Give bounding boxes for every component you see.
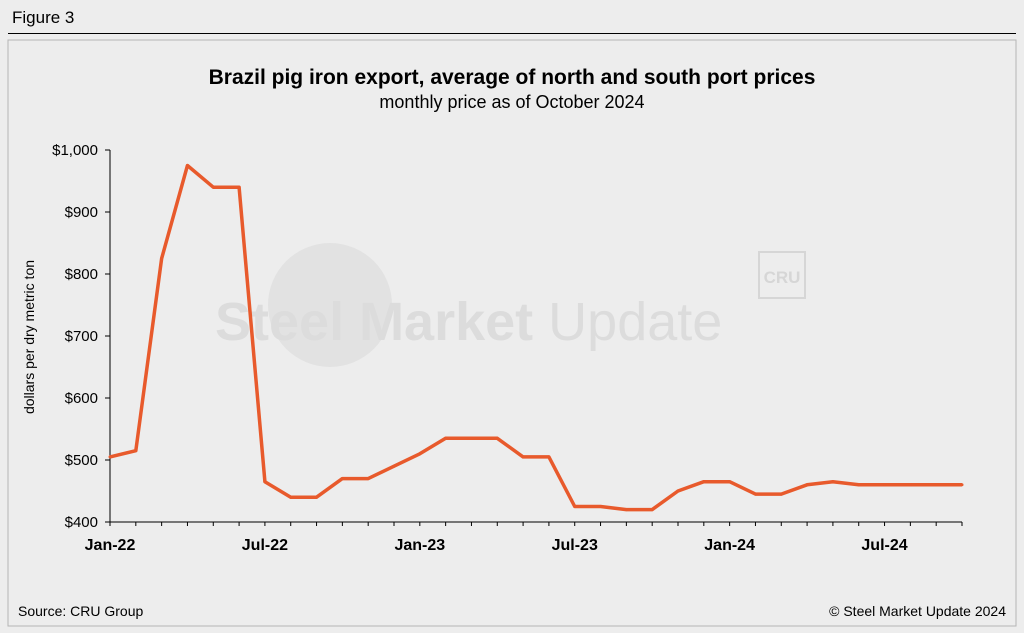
data-point (185, 164, 189, 167)
data-point (211, 185, 215, 189)
data-point (831, 480, 835, 484)
data-point (753, 492, 757, 496)
data-point (237, 185, 241, 189)
data-point (263, 480, 267, 484)
y-tick-label: $500 (65, 452, 98, 469)
x-tick-label: Jan-24 (704, 537, 755, 554)
data-point (934, 483, 938, 487)
x-tick-label: Jan-23 (394, 537, 445, 554)
x-tick-label: Jan-22 (85, 537, 136, 554)
y-tick-label: $1,000 (52, 142, 98, 159)
data-point (779, 492, 783, 496)
y-tick-label: $600 (65, 390, 98, 407)
data-point (392, 464, 396, 468)
chart-subtitle: monthly price as of October 2024 (379, 92, 644, 112)
data-point (289, 495, 293, 499)
data-point (573, 505, 577, 508)
data-point (108, 455, 112, 459)
header-rule (8, 33, 1016, 34)
chart-title: Brazil pig iron export, average of north… (209, 66, 816, 89)
data-point (521, 455, 525, 459)
data-point (340, 477, 344, 481)
watermark-text-bold: Steel Market (215, 292, 533, 352)
chart-frame (7, 39, 1017, 627)
data-point (883, 483, 887, 487)
watermark-badge (758, 251, 806, 299)
y-tick-label: $700 (65, 328, 98, 345)
data-point (134, 449, 138, 453)
y-axis-ticks: $400 $500 $600 $700 $800 $900 $1,000 (52, 142, 110, 531)
data-point (418, 452, 422, 456)
source-note: Source: CRU Group (18, 603, 144, 619)
x-axis-ticks: Jan-22 Jul-22 Jan-23 Jul-23 Jan-24 Jul-24 (85, 522, 963, 554)
x-tick-label: Jul-24 (861, 537, 907, 554)
data-point (160, 257, 164, 260)
y-tick-label: $900 (65, 204, 98, 221)
data-point (469, 436, 473, 440)
data-point (857, 483, 861, 487)
data-point (728, 480, 732, 484)
watermark-text-light: Update (533, 292, 722, 352)
y-tick-label: $800 (65, 266, 98, 283)
data-point (702, 480, 706, 484)
data-point (495, 436, 499, 440)
x-tick-label: Jul-22 (242, 537, 288, 554)
x-tick-label: Jul-23 (552, 537, 598, 554)
data-point (547, 455, 551, 459)
figure-label: Figure 3 (12, 8, 75, 27)
y-axis-label: dollars per dry metric ton (21, 260, 37, 414)
data-point (805, 483, 809, 487)
watermark: Steel Market Update CRU (215, 243, 806, 367)
watermark-circle (268, 243, 392, 367)
series-layer (108, 163, 964, 512)
data-point (908, 483, 912, 487)
watermark-badge-text: CRU (764, 268, 801, 287)
data-point (960, 483, 964, 487)
series-line (109, 163, 962, 512)
data-point (624, 508, 628, 512)
copyright-note: © Steel Market Update 2024 (829, 603, 1006, 619)
data-point (315, 495, 319, 499)
data-point (599, 505, 603, 508)
data-point (650, 508, 654, 512)
y-tick-label: $400 (65, 514, 98, 531)
svg-text:Steel Market Update: Steel Market Update (215, 292, 722, 352)
data-point (676, 489, 680, 493)
data-point (366, 477, 370, 481)
data-point (444, 436, 448, 440)
